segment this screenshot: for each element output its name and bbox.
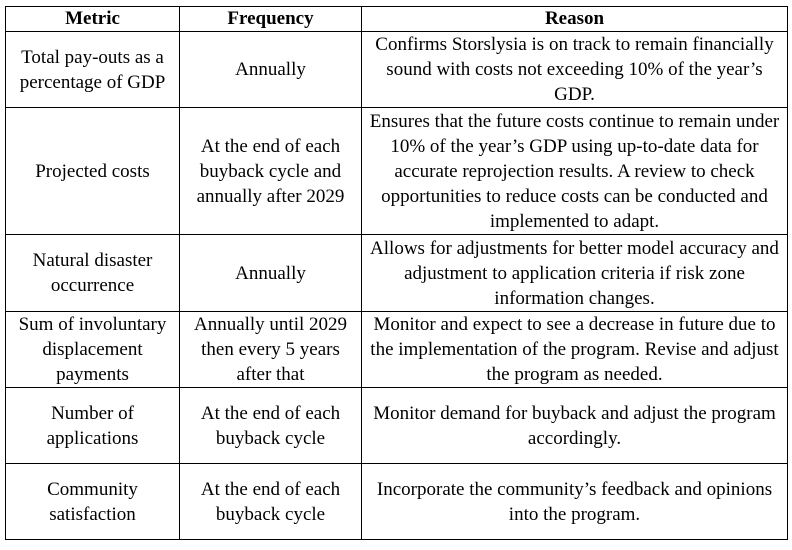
table-row: Community satisfaction At the end of eac… [5,463,788,540]
metric-cell: Natural disaster occurrence [5,234,180,312]
frequency-cell: At the end of each buyback cycle [179,463,362,540]
reason-cell: Allows for adjustments for better model … [361,234,788,312]
table-row: Number of applications At the end of eac… [5,387,788,464]
reason-cell: Incorporate the community’s feedback and… [361,463,788,540]
frequency-cell: Annually [179,234,362,312]
frequency-cell: At the end of each buyback cycle [179,387,362,464]
frequency-cell: Annually [179,31,362,108]
header-reason: Reason [361,6,788,32]
header-row: Metric Frequency Reason [5,6,788,32]
metric-cell: Total pay-outs as a percentage of GDP [5,31,180,108]
table-row: Sum of involuntary displacement payments… [5,311,788,388]
metric-cell: Community satisfaction [5,463,180,540]
metric-cell: Projected costs [5,107,180,235]
header-frequency: Frequency [179,6,362,32]
metric-cell: Number of applications [5,387,180,464]
reason-cell: Confirms Storslysia is on track to remai… [361,31,788,108]
reason-cell: Ensures that the future costs continue t… [361,107,788,235]
metrics-table: Metric Frequency Reason Total pay-outs a… [5,6,788,540]
reason-cell: Monitor demand for buyback and adjust th… [361,387,788,464]
table-row: Total pay-outs as a percentage of GDP An… [5,31,788,108]
header-metric: Metric [5,6,180,32]
table-row: Projected costs At the end of each buyba… [5,107,788,235]
reason-cell: Monitor and expect to see a decrease in … [361,311,788,388]
frequency-cell: At the end of each buyback cycle and ann… [179,107,362,235]
table-row: Natural disaster occurrence Annually All… [5,234,788,312]
frequency-cell: Annually until 2029 then every 5 years a… [179,311,362,388]
metric-cell: Sum of involuntary displacement payments [5,311,180,388]
